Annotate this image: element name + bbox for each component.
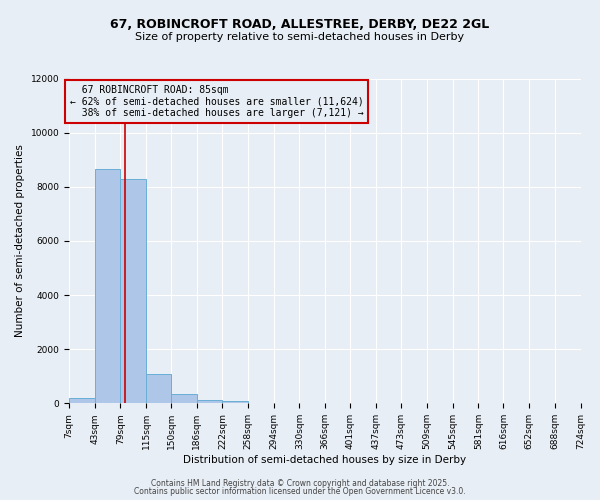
Bar xyxy=(146,374,171,404)
Bar xyxy=(197,400,223,404)
Text: Contains HM Land Registry data © Crown copyright and database right 2025.: Contains HM Land Registry data © Crown c… xyxy=(151,478,449,488)
Text: Contains public sector information licensed under the Open Government Licence v3: Contains public sector information licen… xyxy=(134,487,466,496)
X-axis label: Distribution of semi-detached houses by size in Derby: Distribution of semi-detached houses by … xyxy=(183,455,466,465)
Text: Size of property relative to semi-detached houses in Derby: Size of property relative to semi-detach… xyxy=(136,32,464,42)
Y-axis label: Number of semi-detached properties: Number of semi-detached properties xyxy=(15,144,25,338)
Text: 67 ROBINCROFT ROAD: 85sqm
← 62% of semi-detached houses are smaller (11,624)
  3: 67 ROBINCROFT ROAD: 85sqm ← 62% of semi-… xyxy=(70,86,364,118)
Bar xyxy=(171,394,197,404)
Bar xyxy=(69,398,95,404)
Bar xyxy=(95,169,121,404)
Bar xyxy=(121,178,146,404)
Bar xyxy=(223,402,248,404)
Text: 67, ROBINCROFT ROAD, ALLESTREE, DERBY, DE22 2GL: 67, ROBINCROFT ROAD, ALLESTREE, DERBY, D… xyxy=(110,18,490,30)
